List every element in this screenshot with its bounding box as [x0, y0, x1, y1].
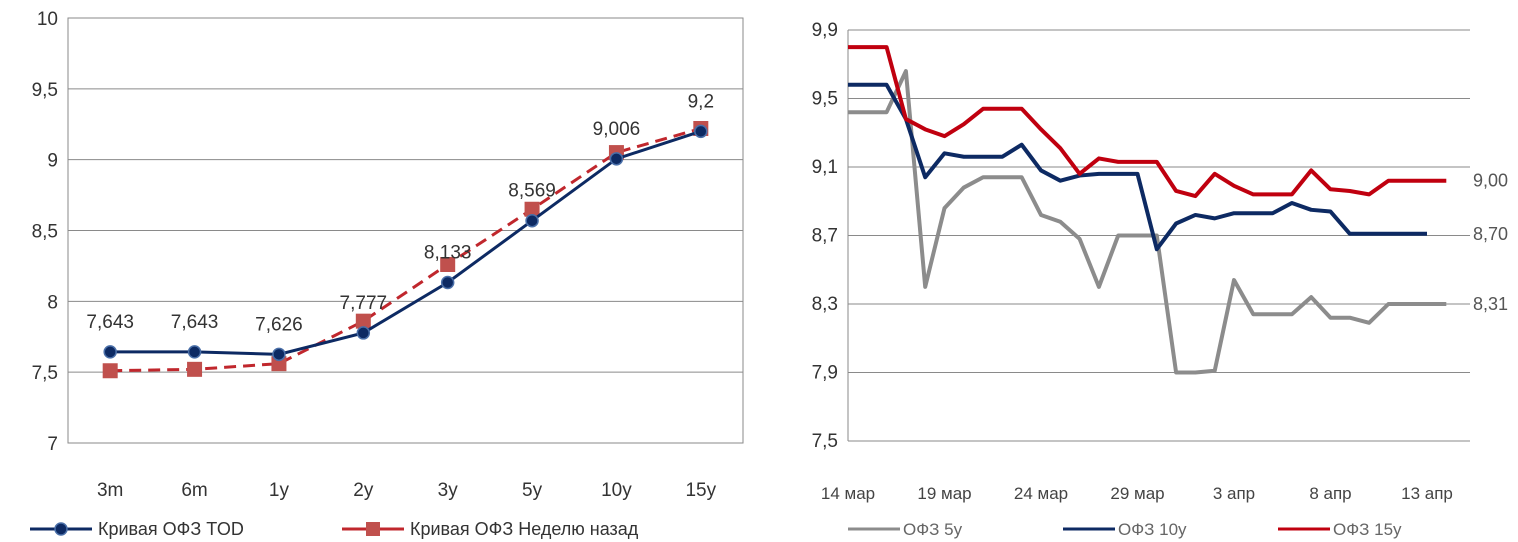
x-tick-label: 19 мар [917, 484, 971, 503]
data-label: 8,133 [424, 242, 472, 263]
x-tick-label: 5y [522, 480, 543, 501]
series-line-tod [110, 129, 702, 356]
end-label-ofz-10y: 8,70 [1473, 224, 1508, 244]
data-label: 7,626 [255, 314, 303, 335]
data-label: 8,569 [508, 181, 556, 202]
x-tick-label: 8 апр [1309, 484, 1351, 503]
y-tick-label: 10 [37, 9, 58, 30]
series-line-week-ago [110, 127, 702, 373]
end-label-ofz-5y: 8,31 [1473, 294, 1508, 314]
x-tick-label: 24 мар [1014, 484, 1068, 503]
y-tick-label: 7,5 [32, 363, 58, 384]
data-label: 7,643 [86, 312, 134, 333]
x-tick-label: 3y [438, 480, 459, 501]
y-tick-label: 9,5 [812, 89, 838, 110]
x-tick-label: 29 мар [1110, 484, 1164, 503]
data-label: 7,643 [171, 312, 219, 333]
series-line-ofz-15y [848, 45, 1447, 199]
data-label: 7,777 [340, 293, 388, 314]
legend-marker-tod [54, 522, 68, 536]
series-line-ofz-5y [848, 69, 1447, 375]
series-point-tod [356, 326, 371, 340]
x-tick-label: 10y [601, 480, 632, 501]
y-tick-label: 7,9 [812, 363, 838, 384]
x-tick-label: 6m [181, 480, 207, 501]
series-point-week-ago [355, 313, 371, 329]
series-point-tod [694, 124, 708, 139]
x-tick-label: 2y [353, 480, 374, 501]
y-tick-label: 8,7 [812, 226, 838, 247]
y-tick-label: 9,1 [812, 157, 838, 178]
x-tick-label: 3 апр [1213, 484, 1255, 503]
x-tick-label: 3m [97, 480, 123, 501]
data-label: 9,006 [593, 119, 641, 140]
y-tick-label: 9 [47, 151, 58, 172]
y-tick-label: 8,5 [32, 222, 58, 243]
y-tick-label: 9,5 [32, 80, 58, 101]
series-point-tod [525, 213, 539, 228]
data-label: 9,2 [688, 91, 714, 112]
series-point-tod [103, 345, 117, 359]
x-tick-label: 13 апр [1401, 484, 1453, 503]
legend-label-ofz-15y: ОФЗ 15y [1333, 520, 1402, 539]
y-tick-label: 7,5 [812, 431, 838, 452]
end-label-ofz-15y: 9,00 [1473, 171, 1508, 191]
series-point-week-ago [102, 363, 118, 379]
series-point-week-ago [440, 257, 456, 272]
y-tick-label: 7 [47, 434, 58, 455]
x-tick-label: 1y [269, 480, 290, 501]
series-point-tod [187, 345, 202, 359]
series-point-tod [440, 275, 455, 290]
yield-history-chart: 7,5 7,9 8,3 8,7 9,1 9,5 9,9 14 мар 19 мар 24 мар 2… [812, 20, 1508, 539]
yield-curve-chart: 7 7,5 8 8,5 9 9,5 10 3m 6m 1y 2y 3y 5y 10y 15y 7,643 7,6… [30, 9, 744, 539]
series-point-week-ago [187, 361, 203, 377]
series-line-ofz-10y [848, 82, 1427, 252]
y-tick-label: 8,3 [812, 294, 838, 315]
legend-marker-week-ago [366, 522, 380, 536]
legend-label-tod: Кривая ОФЗ TOD [98, 519, 244, 539]
legend-label-week-ago: Кривая ОФЗ Неделю назад [410, 519, 639, 539]
y-tick-label: 9,9 [812, 20, 838, 41]
x-tick-label: 15y [685, 480, 716, 501]
y-tick-label: 8 [47, 292, 58, 313]
legend-label-ofz-10y: ОФЗ 10y [1118, 520, 1187, 539]
legend-label-ofz-5y: ОФЗ 5y [903, 520, 963, 539]
series-point-tod [609, 152, 624, 166]
x-tick-label: 14 мар [821, 484, 875, 503]
series-point-tod [272, 347, 286, 362]
